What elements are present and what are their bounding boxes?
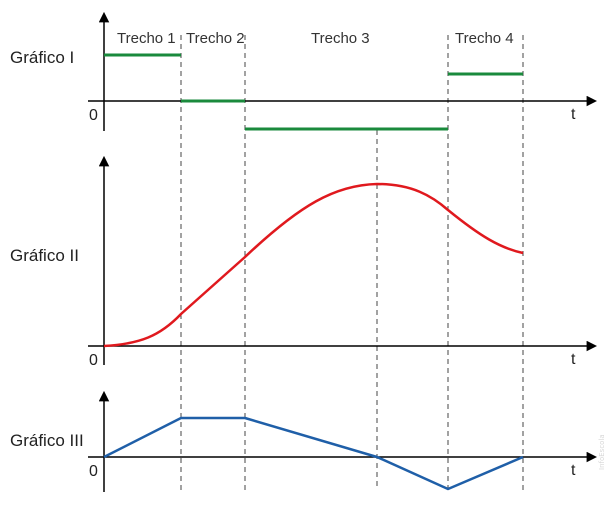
segment-label-2: Trecho 2 — [186, 30, 245, 47]
graph-3-origin-label: 0 — [89, 463, 98, 480]
graph-3: Gráfico III 0 t — [10, 390, 598, 492]
graph-1-title: Gráfico I — [10, 48, 74, 67]
graph-3-axis-label: t — [571, 462, 576, 479]
segment-dividers — [180, 35, 524, 490]
graph-2: Gráfico II 0 t — [10, 155, 598, 369]
graph-2-curve — [103, 182, 524, 348]
segment-label-3: Trecho 3 — [311, 30, 370, 47]
watermark-text: InfoEscola — [598, 434, 606, 470]
graph-1-axis-label: t — [571, 106, 576, 123]
graph-2-title: Gráfico II — [10, 246, 79, 265]
graph-3-curve — [103, 416, 524, 491]
segment-label-4: Trecho 4 — [455, 30, 514, 47]
graph-2-axis-label: t — [571, 351, 576, 368]
graph-1: Gráfico I 0 t — [10, 11, 598, 131]
graph-1-origin-label: 0 — [89, 107, 98, 124]
segment-label-1: Trecho 1 — [117, 30, 176, 47]
graph-1-curve — [104, 53, 523, 131]
graph-3-title: Gráfico III — [10, 431, 84, 450]
graph-2-origin-label: 0 — [89, 352, 98, 369]
